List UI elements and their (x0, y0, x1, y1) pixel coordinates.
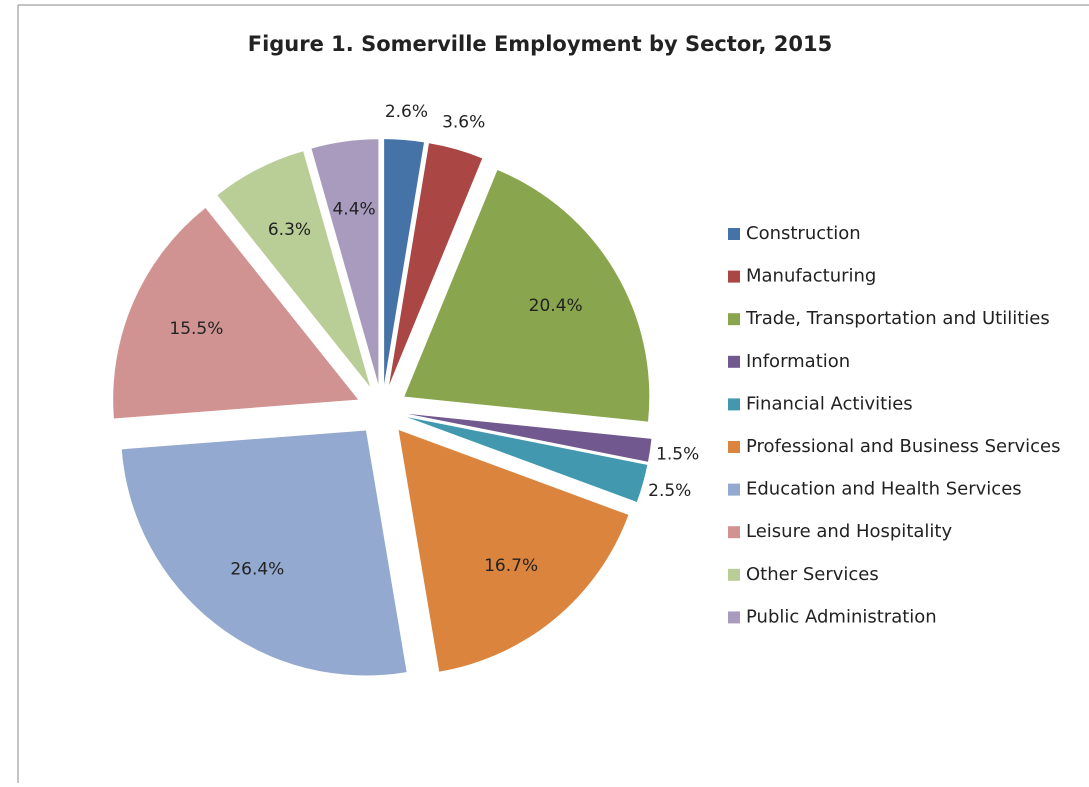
data-label: 20.4% (529, 296, 583, 316)
data-label: 3.6% (442, 112, 485, 132)
pie-slice (389, 143, 483, 385)
legend-label: Other Services (746, 564, 879, 585)
legend-swatch (728, 441, 740, 453)
pie-slice (217, 151, 371, 387)
pie-slice (404, 170, 650, 422)
data-label: 1.5% (656, 444, 699, 464)
legend-swatch (728, 313, 740, 326)
pie-slice (398, 430, 629, 672)
legend-swatch (728, 483, 740, 496)
legend-swatch (728, 526, 740, 539)
legend-label: Information (746, 351, 850, 372)
data-label: 2.5% (648, 481, 691, 501)
pie-slice (384, 139, 425, 385)
legend-swatch (728, 398, 740, 411)
legend-label: Leisure and Hospitality (746, 521, 952, 542)
legend-label: Professional and Business Services (746, 436, 1060, 457)
legend-label: Manufacturing (746, 266, 876, 287)
data-label: 6.3% (268, 220, 311, 240)
legend-swatch (728, 568, 740, 581)
legend-swatch (728, 611, 740, 624)
chart-title: Figure 1. Somerville Employment by Secto… (248, 32, 833, 56)
data-label: 15.5% (169, 319, 223, 339)
legend-label: Public Administration (746, 606, 937, 627)
data-label: 16.7% (484, 556, 538, 576)
pie-slice (407, 413, 652, 462)
legend-swatch (728, 270, 740, 283)
pie-slice (121, 430, 407, 676)
data-label: 4.4% (332, 200, 375, 220)
legend-swatch (728, 355, 740, 368)
legend-label: Financial Activities (746, 393, 913, 414)
data-label: 26.4% (230, 559, 284, 579)
legend-label: Construction (746, 223, 861, 244)
legend-swatch (728, 228, 740, 240)
pie-slice (407, 417, 648, 502)
legend-label: Education and Health Services (746, 479, 1022, 500)
data-label: 2.6% (385, 102, 428, 122)
pie-slice (113, 208, 359, 419)
pie-slice (311, 139, 379, 385)
legend-label: Trade, Transportation and Utilities (745, 308, 1050, 329)
